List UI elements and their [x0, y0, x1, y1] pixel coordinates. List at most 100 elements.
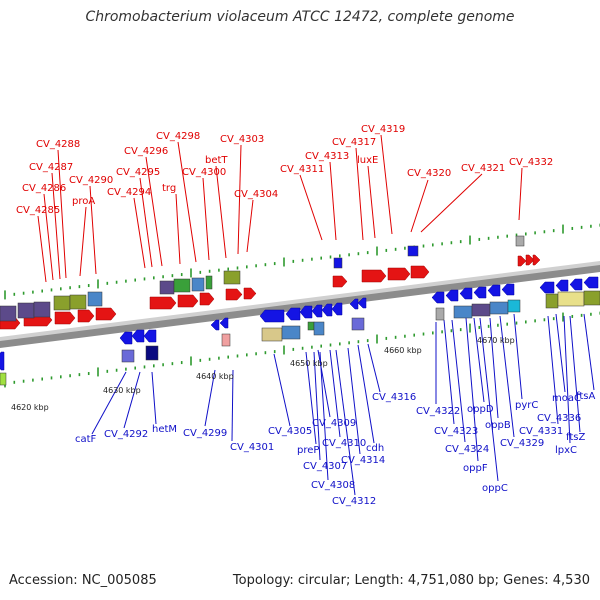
gene-label[interactable]: CV_4299 — [183, 428, 227, 439]
leader-line — [151, 371, 157, 425]
gene-label[interactable]: CV_4314 — [341, 455, 385, 466]
reverse-gene-arrow — [583, 276, 599, 289]
protein-domain-box — [515, 235, 525, 247]
forward-gene-arrow — [332, 275, 348, 288]
protein-domain-box — [0, 372, 7, 386]
leader-line — [380, 134, 393, 235]
gene-label[interactable]: CV_4321 — [461, 163, 505, 174]
protein-domain-box — [33, 301, 51, 318]
protein-domain-box — [557, 291, 585, 307]
leader-line — [177, 141, 197, 263]
reverse-gene-arrow — [210, 319, 220, 331]
label-leader-lines — [37, 134, 595, 496]
protein-domain-box — [17, 302, 35, 319]
gene-label[interactable]: moaC — [552, 393, 581, 404]
gene-label[interactable]: CV_4310 — [322, 438, 366, 449]
gene-label[interactable]: CV_4287 — [29, 162, 73, 173]
forward-gene-arrow — [225, 288, 243, 301]
reverse-gene-arrow — [131, 329, 145, 343]
gene-label[interactable]: proA — [72, 196, 95, 207]
leader-line — [175, 193, 181, 265]
gene-label[interactable]: CV_4322 — [416, 406, 460, 417]
gene-label[interactable]: CV_4312 — [332, 496, 376, 507]
top-tick-track — [4, 223, 600, 300]
gene-label[interactable]: CV_4316 — [372, 392, 416, 403]
forward-gene-arrow — [149, 296, 177, 310]
leader-line — [499, 315, 515, 438]
leader-line — [410, 179, 429, 233]
leader-line — [563, 315, 571, 444]
leader-line — [51, 172, 61, 280]
leader-line — [89, 185, 97, 275]
leader-line — [319, 351, 329, 481]
gene-label[interactable]: CV_4292 — [104, 429, 148, 440]
gene-label[interactable]: oppD — [467, 404, 494, 415]
gene-label[interactable]: CV_4296 — [124, 146, 168, 157]
leader-line — [583, 313, 595, 391]
gene-label[interactable]: lpxC — [555, 445, 577, 456]
gene-label[interactable]: oppB — [485, 420, 511, 431]
gene-label[interactable]: trg — [162, 183, 176, 194]
gene-label[interactable]: pyrC — [515, 400, 538, 411]
gene-label[interactable]: CV_4308 — [311, 480, 355, 491]
gene-label[interactable]: CV_4304 — [234, 189, 278, 200]
accession-text: Accession: NC_005085 — [9, 573, 157, 588]
gene-label[interactable]: catF — [75, 434, 97, 445]
gene-label[interactable]: CV_4323 — [434, 426, 478, 437]
protein-domain-box — [407, 245, 419, 257]
gene-label[interactable]: CV_4307 — [303, 461, 347, 472]
gene-label[interactable]: ftsA — [576, 391, 595, 402]
gene-label[interactable]: ftsZ — [566, 432, 585, 443]
protein-domain-box — [281, 325, 301, 340]
gene-label[interactable]: CV_4336 — [537, 413, 581, 424]
reverse-gene-arrow — [445, 289, 459, 302]
gene-label[interactable]: cdh — [366, 443, 384, 454]
gene-label[interactable]: CV_4309 — [312, 418, 356, 429]
forward-gene-arrow — [199, 292, 215, 306]
gene-label[interactable]: CV_4329 — [500, 438, 544, 449]
gene-label[interactable]: CV_4294 — [107, 187, 151, 198]
leader-line — [518, 167, 523, 221]
ruler-label: 4620 kbp — [11, 403, 49, 412]
gene-label[interactable]: CV_4298 — [156, 131, 200, 142]
gene-label[interactable]: oppC — [482, 483, 508, 494]
gene-label[interactable]: CV_4288 — [36, 139, 80, 150]
leader-line — [555, 313, 566, 393]
gene-label[interactable]: CV_4332 — [509, 157, 553, 168]
leader-line — [357, 344, 375, 444]
leader-line — [317, 349, 331, 418]
gene-label[interactable]: preP — [297, 445, 319, 456]
protein-domain-box — [435, 307, 445, 321]
gene-label[interactable]: CV_4301 — [230, 442, 274, 453]
gene-label[interactable]: CV_4303 — [220, 134, 264, 145]
gene-label[interactable]: CV_4324 — [445, 444, 489, 455]
gene-label[interactable]: CV_4313 — [305, 151, 349, 162]
gene-label[interactable]: oppF — [463, 463, 488, 474]
gene-label[interactable]: luxE — [357, 155, 378, 166]
gene-label[interactable]: CV_4311 — [280, 164, 324, 175]
forward-gene-arrow — [95, 307, 117, 321]
gene-label[interactable]: hetM — [152, 424, 177, 435]
genome-title: Chromobacterium violaceum ATCC 12472, co… — [85, 9, 515, 25]
gene-label[interactable]: CV_4300 — [182, 167, 226, 178]
gene-label[interactable]: CV_4317 — [332, 137, 376, 148]
leader-line — [329, 349, 341, 438]
forward-gene-labels: CV_4285 CV_4286 CV_4287 CV_4288 CV_4290 … — [16, 124, 553, 216]
reverse-gene-arrow — [311, 304, 323, 318]
gene-label[interactable]: CV_4319 — [361, 124, 405, 135]
gene-label[interactable]: CV_4305 — [268, 426, 312, 437]
gene-label[interactable]: betT — [205, 155, 228, 166]
protein-domain-box — [507, 299, 521, 313]
gene-label[interactable]: CV_4331 — [519, 426, 563, 437]
leader-line — [355, 147, 364, 241]
gene-label[interactable]: CV_4320 — [407, 168, 451, 179]
leader-line — [123, 371, 141, 429]
gene-label[interactable]: CV_4295 — [116, 167, 160, 178]
gene-label[interactable]: CV_4285 — [16, 205, 60, 216]
gene-label[interactable]: CV_4286 — [22, 183, 66, 194]
leader-line — [513, 313, 523, 400]
gene-label[interactable]: CV_4290 — [69, 175, 113, 186]
leader-line — [465, 317, 479, 462]
protein-domain-box — [261, 327, 283, 342]
